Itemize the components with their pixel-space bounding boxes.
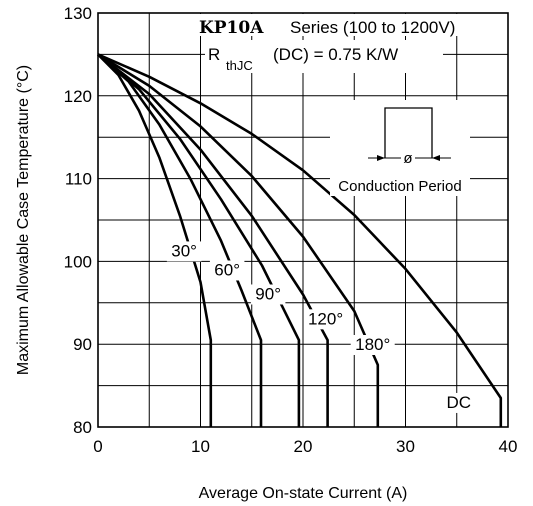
conduction-symbol: ø <box>403 150 412 167</box>
curve-label: 120° <box>308 309 343 328</box>
annotation: KP10A Series (100 to 1200V) R thJC (DC) … <box>197 14 485 73</box>
conduction-period-label: Conduction Period <box>338 178 461 195</box>
curve-label-bg <box>350 334 395 355</box>
curve-label: DC <box>447 393 472 412</box>
curve-label-bg <box>209 260 245 281</box>
curve-label-bg <box>303 309 348 330</box>
x-tick-label: 30 <box>396 437 415 456</box>
y-axis-label: Maximum Allowable Case Temperature (°C) <box>15 65 32 375</box>
right-arrow-head <box>432 155 440 161</box>
conduction-period-inset: ø Conduction Period <box>330 100 470 196</box>
x-tick-label: 20 <box>294 437 313 456</box>
x-tick-label: 10 <box>191 437 210 456</box>
curve-label-bg <box>166 241 202 262</box>
rth-subscript: thJC <box>226 58 253 73</box>
curve-30deg <box>97 53 213 427</box>
curve-60deg <box>97 53 263 427</box>
curve-90deg <box>97 53 301 427</box>
curve-label: 60° <box>214 260 240 279</box>
plot-grid <box>97 12 509 428</box>
plot-frame <box>97 12 509 428</box>
y-tick-label: 90 <box>73 335 92 354</box>
curve-180deg <box>97 53 380 427</box>
curve-labels: 30° 60° 90° 120° 180° DC <box>166 241 472 413</box>
y-tick-label: 110 <box>65 170 92 189</box>
curve-label-bg <box>250 284 286 305</box>
curve-label: 90° <box>255 284 281 303</box>
curve-120deg <box>97 53 329 427</box>
y-tick-label: 80 <box>73 418 92 437</box>
curve-dc <box>97 53 503 427</box>
curve-label: 180° <box>355 335 390 354</box>
series-range: Series (100 to 1200V) <box>290 18 455 37</box>
y-tick-label: 100 <box>64 252 92 271</box>
rth-symbol: R <box>208 45 220 64</box>
left-arrow-head <box>377 155 385 161</box>
tick-labels: 0 10 20 30 40 80 90 100 110 120 130 <box>64 4 518 456</box>
series-name: KP10A <box>199 18 264 38</box>
curves <box>97 53 503 427</box>
curve-label-bg <box>446 392 472 413</box>
curve-label: 30° <box>171 241 197 260</box>
x-tick-label: 0 <box>93 437 102 456</box>
conduction-pulse <box>384 107 433 158</box>
rth-value: (DC) = 0.75 K/W <box>273 45 398 64</box>
x-axis-label: Average On-state Current (A) <box>199 485 408 502</box>
x-tick-label: 40 <box>499 437 518 456</box>
y-tick-label: 120 <box>64 87 92 106</box>
y-tick-label: 130 <box>64 4 92 23</box>
